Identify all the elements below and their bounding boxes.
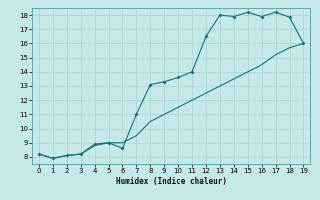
X-axis label: Humidex (Indice chaleur): Humidex (Indice chaleur)	[116, 177, 227, 186]
